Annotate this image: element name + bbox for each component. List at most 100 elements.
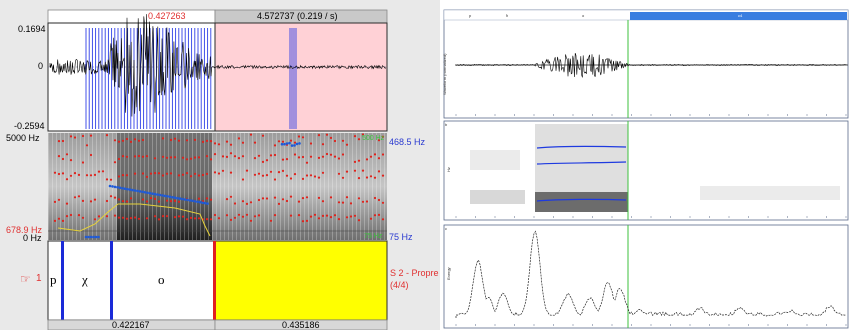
analysis-fricative-band	[470, 150, 520, 170]
formant-point	[161, 155, 165, 158]
formant-point	[241, 215, 245, 218]
waveform-trace	[49, 14, 387, 117]
analysis-tab-p[interactable]: p	[469, 13, 472, 18]
tier-selected-region[interactable]	[47, 240, 216, 321]
formant-point	[301, 220, 305, 223]
selection-duration-label: 0.422167	[112, 320, 150, 330]
formant-point	[77, 173, 81, 176]
pitch-point	[148, 191, 152, 195]
pitch-point	[158, 193, 162, 197]
analysis-tab-h[interactable]: ħ	[506, 13, 509, 18]
formant-point	[161, 215, 165, 218]
intensity-curve	[57, 203, 211, 237]
formant-point	[197, 197, 201, 200]
analysis-time-ticks-b	[455, 216, 847, 218]
tier-name[interactable]: S 2 - Propre	[390, 268, 439, 278]
cursor-time-cell[interactable]	[47, 9, 216, 24]
pitch-point	[87, 235, 90, 239]
pitch-point	[123, 187, 127, 190]
boundary-chi-o[interactable]	[110, 241, 113, 320]
formant-point	[369, 217, 373, 220]
formant-point	[257, 198, 261, 202]
formant-point	[165, 199, 169, 202]
formant-point	[153, 215, 157, 218]
formant-point	[281, 169, 285, 172]
formant-point	[213, 142, 217, 145]
formant-point	[249, 133, 253, 136]
formant-point	[277, 140, 281, 143]
tier-yellow-region[interactable]	[214, 240, 388, 321]
boundary-p-chi[interactable]	[61, 241, 64, 320]
tier-pointer-icon[interactable]: ☞	[20, 272, 31, 286]
formant-point	[137, 154, 141, 158]
formant-point	[341, 139, 345, 142]
formant-point	[81, 199, 85, 202]
formant-point	[77, 214, 81, 217]
formant-point	[89, 174, 93, 177]
formant-point	[345, 216, 349, 219]
formant-point	[361, 169, 365, 172]
formant-point	[329, 196, 333, 199]
segment-label-chi[interactable]: χ	[82, 272, 88, 287]
formant-point	[317, 196, 321, 199]
formant-point	[233, 155, 237, 158]
formant-point	[141, 138, 145, 142]
formant-point	[229, 171, 233, 174]
formant-point	[65, 202, 69, 205]
pitch-point	[196, 200, 199, 204]
formant-point	[293, 141, 297, 144]
pitch-point	[89, 235, 93, 239]
analysis-tab-c4[interactable]: c4	[738, 13, 743, 18]
formant-point	[153, 157, 157, 160]
formant-point	[53, 219, 57, 222]
formant-point	[221, 169, 225, 172]
formant-point	[297, 135, 301, 138]
segment-label-o[interactable]: o	[158, 272, 165, 287]
pitch-point	[280, 142, 284, 146]
pitch-point	[176, 196, 179, 200]
formant-point	[137, 139, 141, 142]
segment-label-p[interactable]: p	[50, 272, 57, 287]
pitch-min-green-label: 75 Hz	[364, 233, 383, 240]
formant-point	[73, 172, 77, 175]
formant-point	[309, 174, 313, 177]
formant-point	[201, 140, 205, 143]
pitch-point	[84, 235, 88, 239]
formant-point	[89, 200, 93, 203]
analysis-selected-segment-tab[interactable]	[630, 12, 847, 20]
spectrogram-freq-zero: 0 Hz	[23, 233, 42, 243]
boundary-selection-end[interactable]	[213, 241, 216, 320]
formant-point	[105, 215, 109, 218]
formant-point	[125, 174, 129, 177]
formant-point	[133, 138, 137, 141]
formant-point	[249, 219, 253, 222]
formant-point	[161, 137, 165, 140]
formant-point	[281, 198, 285, 201]
formant-point	[125, 155, 129, 158]
remaining-duration-cell[interactable]	[214, 319, 388, 330]
formant-point	[293, 153, 297, 156]
formant-point	[121, 139, 125, 142]
formant-point	[213, 153, 217, 156]
bottom-time-bar	[47, 319, 388, 330]
formant-point	[89, 153, 93, 157]
waveform-y-zero: 0	[38, 61, 44, 71]
formant-point	[313, 213, 317, 216]
pitch-point	[156, 193, 159, 196]
waveform-pink-region[interactable]	[214, 22, 388, 132]
formant-point	[273, 144, 277, 147]
pitch-point	[285, 142, 289, 145]
analysis-tab-o[interactable]: o	[582, 13, 585, 18]
formant-point	[301, 155, 305, 159]
pitch-point	[92, 235, 95, 239]
formant-point	[149, 197, 153, 200]
formant-point	[77, 195, 81, 198]
formant-point	[57, 155, 61, 158]
cursor-time-label: 0.427263	[148, 11, 186, 21]
formant-point	[81, 161, 85, 164]
formant-point	[205, 139, 209, 142]
formant-point	[333, 214, 337, 217]
pitch-point	[206, 202, 209, 205]
formant-point	[185, 139, 189, 142]
